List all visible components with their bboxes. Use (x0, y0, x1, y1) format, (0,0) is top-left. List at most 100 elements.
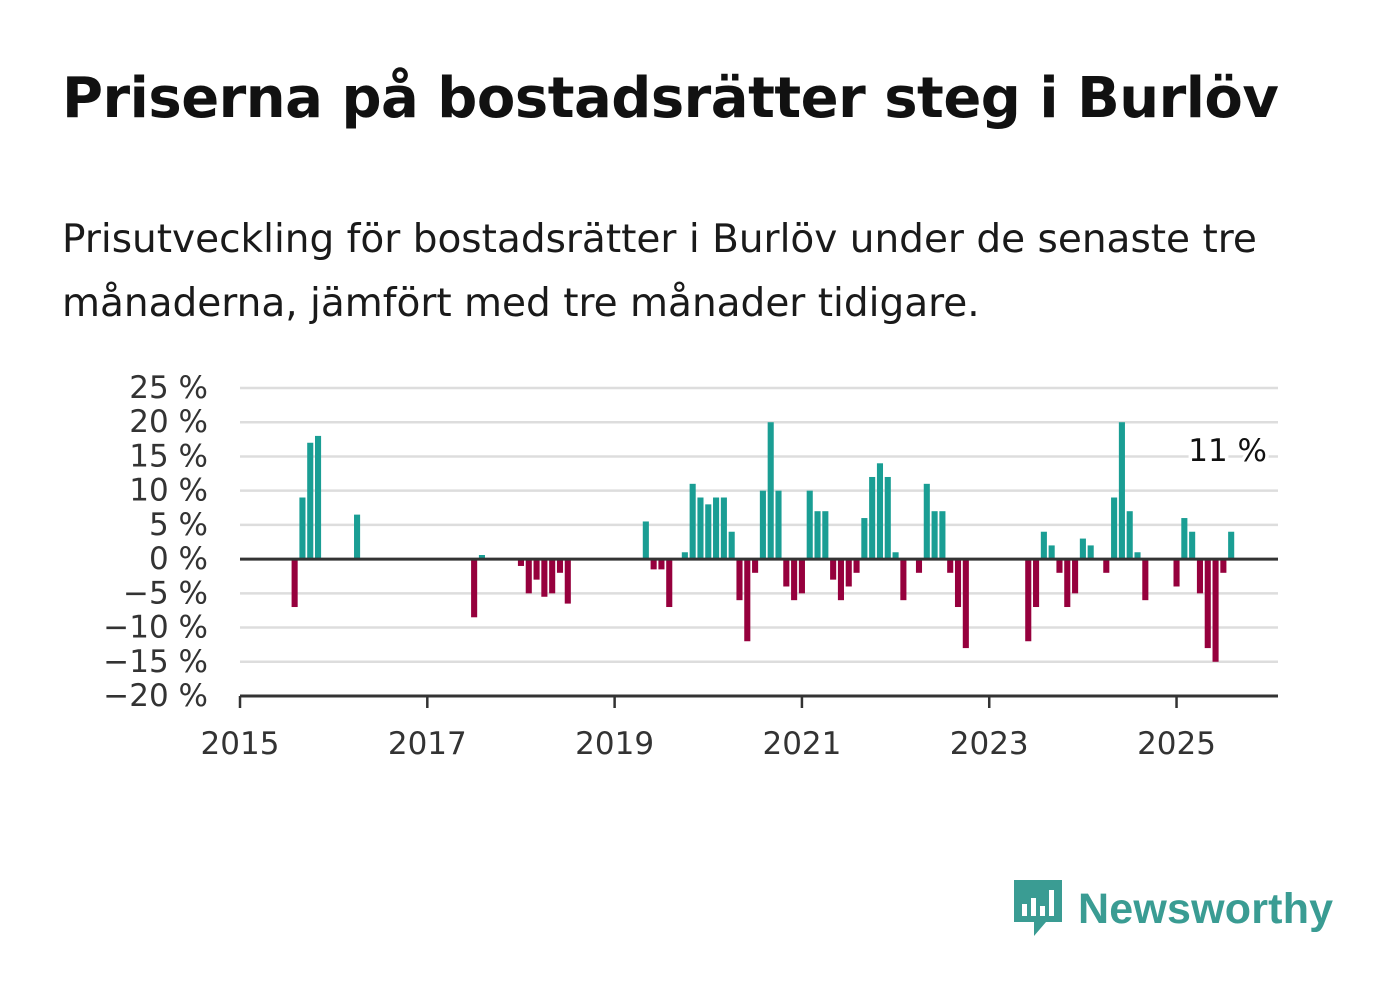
bar (315, 435, 322, 560)
bar (354, 514, 361, 560)
bar (791, 559, 798, 601)
bar (564, 559, 571, 604)
bar (291, 559, 298, 608)
bar (556, 559, 564, 573)
bar (1189, 531, 1196, 560)
bar (713, 497, 720, 560)
bar (1111, 497, 1118, 560)
bar (697, 497, 704, 560)
axes (240, 557, 1278, 698)
bar (471, 559, 478, 618)
bar (798, 559, 805, 594)
bar (642, 521, 649, 560)
newsworthy-logo[interactable]: Newsworthy (1010, 878, 1333, 940)
bar (658, 559, 665, 570)
bar (931, 511, 938, 560)
bar (1204, 559, 1211, 649)
latest-value-label: 11 % (1188, 433, 1267, 469)
bar (705, 504, 712, 560)
x-tick-label: 2023 (950, 726, 1029, 762)
bar (1056, 559, 1063, 573)
x-axis-ticks: 2015 2017 2019 2021 2023 2025 (201, 696, 1216, 762)
bar (876, 463, 884, 560)
bar (533, 559, 540, 580)
bar (775, 490, 782, 560)
bar (806, 490, 813, 560)
y-tick-label: 0 % (149, 541, 208, 577)
bar (307, 442, 314, 560)
y-tick-label: 25 % (129, 370, 208, 406)
bar (1064, 559, 1071, 608)
bar (939, 511, 946, 560)
y-tick-label: −10 % (103, 610, 208, 646)
bar (869, 476, 876, 560)
bar (954, 559, 962, 608)
bar (915, 559, 923, 573)
bar (525, 559, 532, 594)
bar (1142, 559, 1149, 601)
y-tick-label: 10 % (129, 473, 208, 509)
bar (689, 483, 696, 560)
bar (1087, 545, 1094, 560)
chart-subtitle: Prisutveckling för bostadsrätter i Burlö… (62, 217, 1257, 326)
bar (1033, 559, 1040, 608)
y-tick-label: −5 % (123, 575, 208, 611)
bar (728, 531, 735, 560)
bar (947, 559, 954, 573)
bar (650, 559, 657, 570)
x-tick-label: 2019 (575, 726, 654, 762)
annotations: 11 % (1185, 430, 1271, 473)
bar (923, 483, 930, 560)
bar (752, 559, 759, 573)
bar (900, 559, 907, 601)
bar (1212, 559, 1219, 662)
y-tick-label: 20 % (129, 404, 208, 440)
bar (549, 559, 556, 594)
bar (837, 559, 844, 601)
bar (759, 490, 766, 560)
y-tick-label: 15 % (129, 438, 208, 474)
y-tick-label: 5 % (149, 507, 208, 543)
bar (478, 555, 485, 560)
bar (962, 559, 969, 649)
bar (1025, 559, 1032, 642)
bar (1196, 559, 1203, 594)
y-tick-label: −15 % (103, 644, 208, 680)
bar (1220, 559, 1227, 573)
x-tick-label: 2015 (201, 726, 280, 762)
bar (720, 497, 727, 560)
bar (541, 559, 548, 597)
bar (744, 559, 751, 642)
bar (1103, 559, 1110, 573)
bars (291, 422, 1235, 662)
x-tick-label: 2021 (762, 726, 841, 762)
bar (1181, 518, 1188, 560)
x-tick-label: 2025 (1137, 726, 1216, 762)
brand-name: Newsworthy (1078, 884, 1334, 933)
bar (299, 497, 306, 560)
bar (884, 476, 891, 560)
y-tick-label: −20 % (103, 678, 208, 714)
bar (1118, 422, 1125, 560)
bar (767, 422, 774, 560)
bar (1079, 538, 1086, 560)
x-tick-label: 2017 (388, 726, 467, 762)
bar (845, 559, 852, 587)
bar (517, 559, 525, 566)
bar (853, 559, 860, 573)
bar (814, 511, 821, 560)
bar (736, 559, 743, 601)
bar (892, 552, 899, 560)
y-axis-ticks: 25 %20 %15 %10 %5 %0 %−5 %−10 %−15 %−20 … (103, 370, 208, 714)
bar (783, 559, 790, 587)
bar (861, 518, 868, 560)
bar (822, 511, 829, 560)
gridlines (240, 386, 1278, 664)
chart-title: Priserna på bostadsrätter steg i Burlöv (62, 66, 1279, 131)
bar (1173, 559, 1180, 587)
bar (681, 552, 688, 560)
bar (1048, 545, 1055, 560)
bar (666, 559, 673, 608)
bar (1126, 511, 1133, 560)
newsworthy-bar-chart-icon (1014, 880, 1062, 936)
